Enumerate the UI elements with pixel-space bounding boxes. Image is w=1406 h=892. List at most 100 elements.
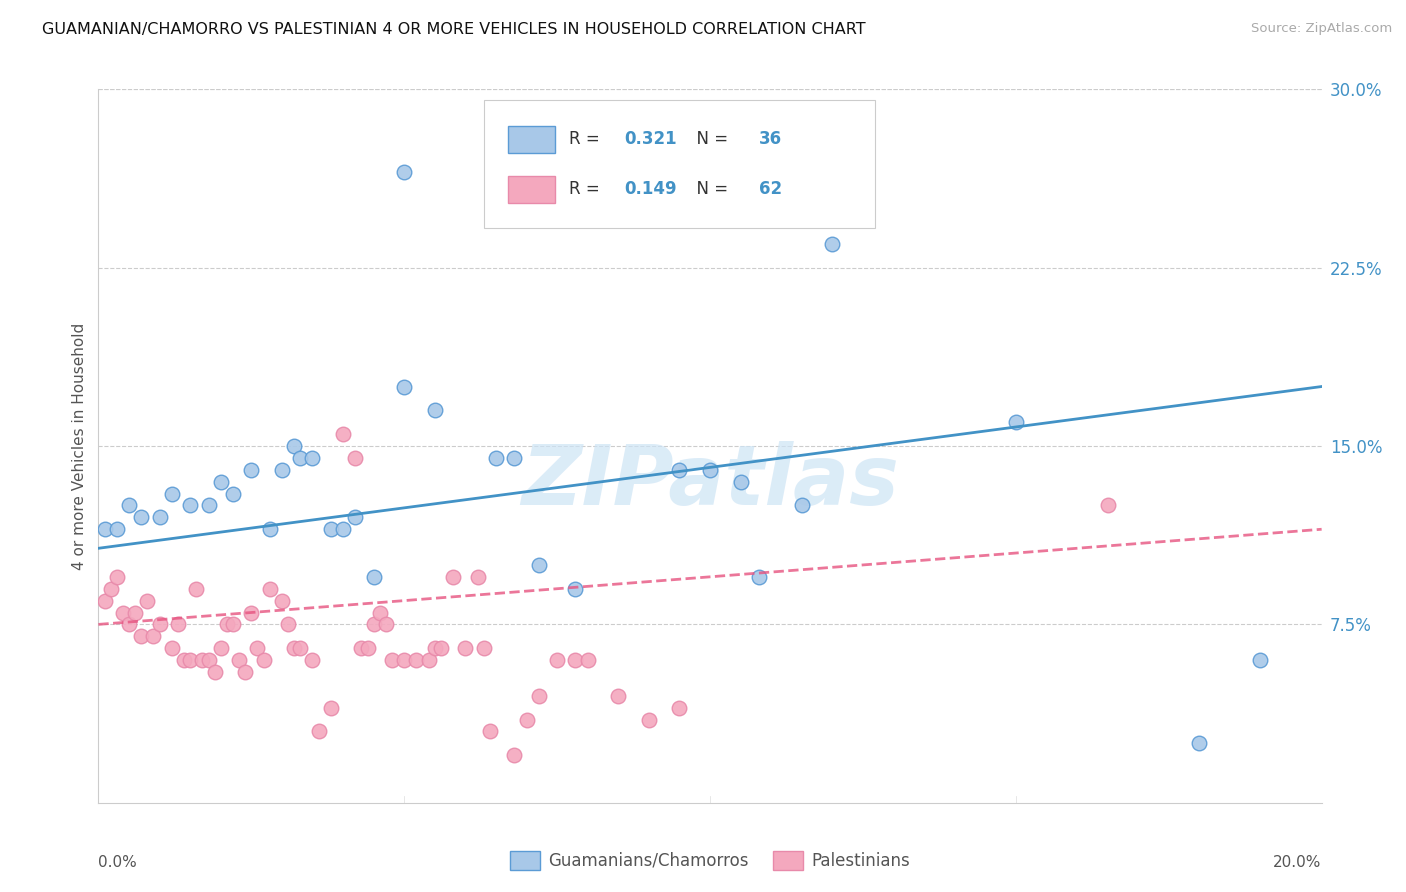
Point [173, 653, 195, 667]
Point [100, 582, 122, 596]
Point [607, 689, 630, 703]
Point [124, 606, 146, 620]
Point [332, 522, 354, 536]
Point [564, 653, 586, 667]
Point [215, 617, 238, 632]
Text: N =: N = [686, 180, 733, 198]
Point [204, 665, 226, 679]
Point [472, 641, 495, 656]
Point [129, 629, 152, 643]
Text: R =: R = [569, 180, 606, 198]
Point [290, 450, 312, 465]
Point [222, 486, 245, 500]
Point [136, 593, 159, 607]
Point [344, 450, 367, 465]
Text: 0.0%: 0.0% [98, 855, 138, 870]
Text: ZIPatlas: ZIPatlas [522, 442, 898, 522]
Point [240, 463, 263, 477]
Point [363, 617, 385, 632]
Point [668, 700, 690, 714]
Point [821, 236, 844, 251]
Point [197, 653, 219, 667]
Point [259, 582, 281, 596]
Point [222, 617, 245, 632]
Point [308, 724, 330, 739]
Point [283, 641, 305, 656]
Point [319, 522, 342, 536]
Point [423, 641, 446, 656]
Point [301, 450, 323, 465]
Point [454, 641, 477, 656]
Point [149, 617, 172, 632]
Point [392, 379, 416, 393]
Point [290, 641, 312, 656]
Text: N =: N = [686, 130, 733, 148]
Point [149, 510, 172, 524]
Point [1097, 499, 1119, 513]
Point [503, 748, 526, 763]
Text: Source: ZipAtlas.com: Source: ZipAtlas.com [1251, 22, 1392, 36]
Point [668, 463, 690, 477]
Point [105, 522, 128, 536]
Point [277, 617, 299, 632]
Text: 0.149: 0.149 [624, 180, 678, 198]
Point [209, 475, 232, 489]
Point [392, 653, 416, 667]
Point [467, 570, 489, 584]
Text: R =: R = [569, 130, 606, 148]
Point [1188, 736, 1211, 750]
Point [270, 463, 292, 477]
Text: 20.0%: 20.0% [1274, 855, 1322, 870]
Text: 0.321: 0.321 [624, 130, 678, 148]
Point [332, 427, 354, 442]
Point [503, 450, 526, 465]
Point [191, 653, 214, 667]
Point [246, 641, 269, 656]
Point [1004, 415, 1026, 429]
Text: 36: 36 [759, 130, 782, 148]
Point [228, 653, 250, 667]
Point [405, 653, 427, 667]
Point [392, 165, 416, 179]
Point [564, 582, 586, 596]
Point [374, 617, 396, 632]
Point [527, 558, 550, 572]
Point [270, 593, 292, 607]
Point [209, 641, 232, 656]
Point [105, 570, 128, 584]
Point [186, 582, 208, 596]
Point [546, 653, 568, 667]
Point [179, 653, 201, 667]
Point [160, 486, 183, 500]
Point [699, 463, 721, 477]
Point [478, 724, 501, 739]
Point [129, 510, 152, 524]
Point [516, 713, 538, 727]
Point [730, 475, 752, 489]
Point [118, 617, 141, 632]
Point [111, 606, 134, 620]
Point [344, 510, 367, 524]
Point [1249, 653, 1271, 667]
Point [423, 403, 446, 417]
Point [142, 629, 165, 643]
Point [93, 593, 115, 607]
Point [356, 641, 378, 656]
Point [485, 450, 508, 465]
FancyBboxPatch shape [484, 100, 875, 228]
Point [350, 641, 373, 656]
Point [93, 522, 115, 536]
Point [637, 713, 661, 727]
Point [576, 653, 599, 667]
Point [259, 522, 281, 536]
Point [118, 499, 141, 513]
Point [748, 570, 770, 584]
Text: 62: 62 [759, 180, 782, 198]
Point [301, 653, 323, 667]
Bar [508, 126, 555, 153]
Point [790, 499, 813, 513]
Point [283, 439, 305, 453]
Text: GUAMANIAN/CHAMORRO VS PALESTINIAN 4 OR MORE VEHICLES IN HOUSEHOLD CORRELATION CH: GUAMANIAN/CHAMORRO VS PALESTINIAN 4 OR M… [42, 22, 866, 37]
Point [319, 700, 342, 714]
Point [179, 499, 201, 513]
